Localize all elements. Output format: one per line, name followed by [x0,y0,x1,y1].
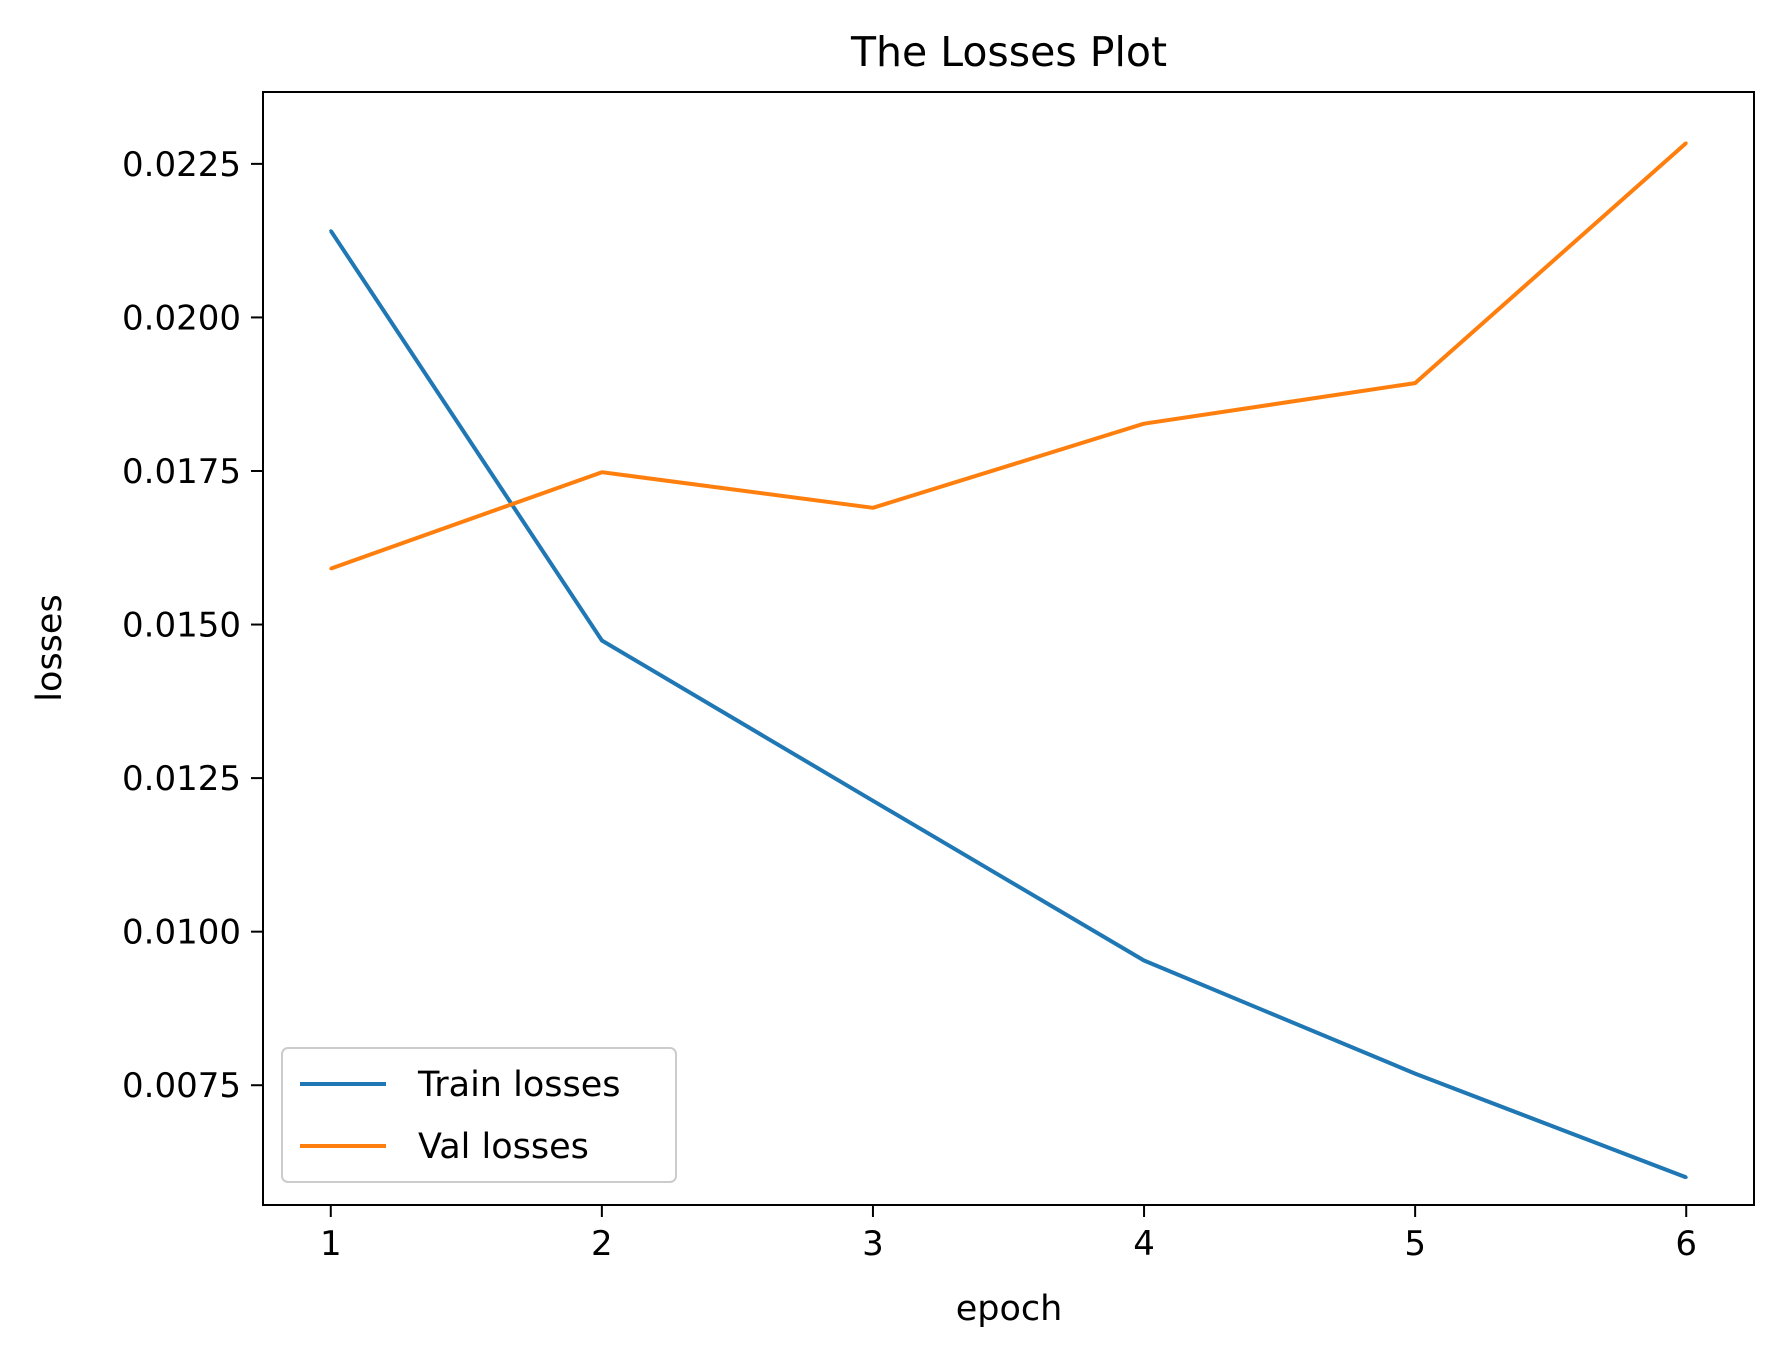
x-tick-label: 3 [862,1224,884,1264]
plot-lines [329,141,1688,1180]
x-axis-ticks: 1 2 3 4 5 6 [320,1205,1697,1264]
x-tick-label: 1 [320,1224,342,1264]
legend-label-train: Train losses [417,1065,620,1105]
data-point-train-losses-5 [1413,1072,1417,1076]
data-point-train-losses-3 [871,799,875,803]
x-tick-label: 4 [1133,1224,1155,1264]
y-axis-label: losses [30,594,70,701]
y-tick-label: 0.0225 [122,145,241,185]
data-point-train-losses-2 [600,639,604,642]
data-point-val-losses-4 [1142,422,1146,426]
y-tick-label: 0.0125 [122,759,241,799]
data-point-val-losses-5 [1413,381,1417,385]
data-point-train-losses-6 [1684,1175,1688,1179]
data-point-train-losses-1 [329,229,333,233]
plot-frame [262,91,1755,1206]
data-point-val-losses-2 [600,470,604,474]
y-tick-label: 0.0100 [122,913,241,953]
chart-title: The Losses Plot [850,28,1167,76]
x-tick-label: 6 [1675,1224,1697,1264]
series-line-train-losses [329,229,1687,1180]
legend: Train losses Val losses [281,1047,677,1183]
data-point-val-losses-1 [329,567,333,571]
x-axis-label: epoch [956,1289,1063,1329]
y-tick-label: 0.0075 [122,1066,241,1106]
data-point-val-losses-6 [1684,141,1688,145]
legend-box [281,1047,677,1183]
legend-label-val: Val losses [418,1127,589,1167]
data-point-train-losses-4 [1142,959,1146,962]
y-axis-ticks: 0.0075 0.0100 0.0125 0.0150 0.0175 0.0200 0.02… [122,145,263,1106]
x-tick-label: 5 [1404,1224,1426,1264]
series-line-val-losses [330,141,1688,571]
data-point-val-losses-3 [871,506,875,510]
y-tick-label: 0.0150 [122,606,241,646]
y-tick-label: 0.0200 [122,298,241,338]
x-tick-label: 2 [591,1224,613,1264]
y-tick-label: 0.0175 [122,452,241,492]
